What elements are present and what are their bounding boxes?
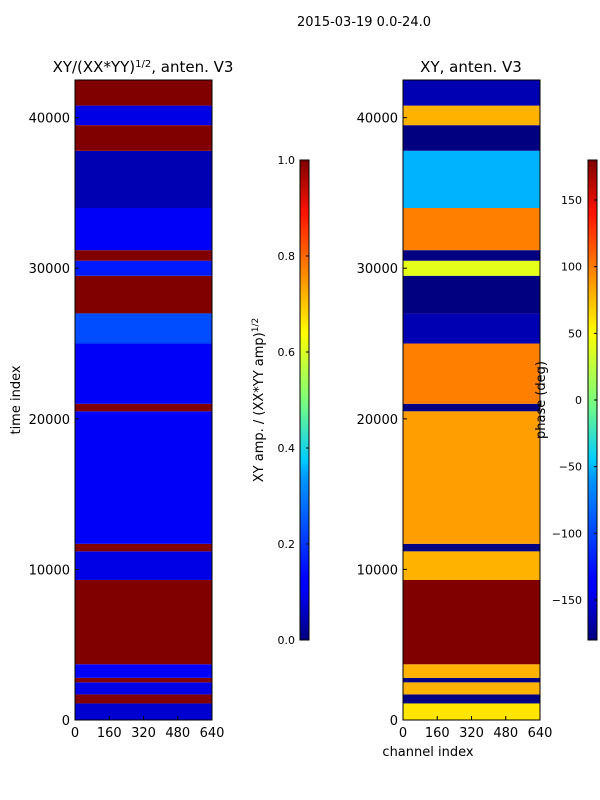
phase-colorbar: phase (deg) −150 −100 −50 0 50 100 150 [534,159,598,641]
x-tick-label: 320 [459,726,484,741]
heatmap-band [75,694,212,704]
heatmap-band [403,125,540,151]
heatmap-band [75,150,212,208]
colorbar-tick-label: 0.6 [278,346,296,359]
x-tick-label: 480 [493,726,518,741]
heatmap-band [75,260,212,276]
phase-heatmap-panel: XY, anten. V3 0 160 320 480 640 0 10000 20000 30… [357,58,553,760]
colorbar-tick-label: 0 [575,394,582,407]
y-tick-label: 10000 [357,563,398,578]
heatmap-band [75,275,212,314]
heatmap-band [403,411,540,544]
heatmap-band [403,694,540,704]
heatmap-band [75,664,212,678]
heatmap-band [75,343,212,404]
colorbar-tick-label: 0.0 [278,634,296,647]
amplitude-ratio-heatmap-panel: XY/(XX*YY)1/2, anten. V3 0 160 320 480 640 0 1… [9,58,233,741]
heatmap-band [403,105,540,126]
x-tick-label: 160 [97,726,122,741]
colorbar-tick-label: −150 [552,594,582,607]
heatmap-band [75,579,212,665]
heatmap-band [75,105,212,126]
x-tick-label: 0 [399,726,407,741]
x-tick-label: 640 [528,726,553,741]
heatmap-band [403,703,540,720]
y-tick-label: 30000 [357,262,398,277]
heatmap-band [75,411,212,544]
y-tick-label: 10000 [29,563,70,578]
colorbar-tick-label: 150 [561,194,582,207]
x-tick-label: 0 [71,726,79,741]
heatmap-band [75,403,212,412]
right-axis-ticks: 0 160 320 480 640 0 10000 20000 30000 40000 [357,112,553,741]
right-plot-frame [402,79,541,721]
y-tick-label: 0 [62,714,70,729]
phase-colorbar-ticks: −150 −100 −50 0 50 100 150 [552,194,597,607]
heatmap-band [403,551,540,580]
x-tick-label: 320 [131,726,156,741]
heatmap-band [75,80,212,106]
left-heatmap-bands [75,80,212,720]
left-y-axis-label: time index [9,365,24,434]
amplitude-colorbar-gradient [299,159,310,641]
heatmap-band [75,313,212,344]
colorbar-tick-label: 0.8 [278,250,296,263]
heatmap-band [403,682,540,695]
heatmap-band [403,250,540,261]
y-tick-label: 20000 [29,413,70,428]
heatmap-band [75,125,212,151]
page-title: 2015-03-19 0.0-24.0 [297,15,431,30]
heatmap-band [75,551,212,580]
heatmap-band [403,313,540,344]
y-tick-label: 20000 [357,413,398,428]
colorbar-tick-label: 1.0 [278,154,296,167]
colorbar-tick-label: 0.2 [278,538,296,551]
heatmap-band [403,260,540,276]
heatmap-band [403,208,540,251]
heatmap-band [403,579,540,665]
colorbar-tick-label: 50 [568,327,582,340]
heatmap-band [403,403,540,412]
colorbar-tick-label: −50 [559,461,582,474]
heatmap-band [403,80,540,106]
left-plot-title: XY/(XX*YY)1/2, anten. V3 [53,58,234,76]
x-tick-label: 480 [165,726,190,741]
heatmap-band [75,250,212,261]
right-heatmap-bands [403,80,540,720]
heatmap-band [403,677,540,683]
y-tick-label: 40000 [357,112,398,127]
heatmap-band [403,543,540,552]
heatmap-band [403,664,540,678]
amplitude-colorbar-label: XY amp. / (XX*YY amp)1/2 [251,318,267,482]
right-plot-title: XY, anten. V3 [420,58,522,76]
heatmap-band [75,682,212,695]
colorbar-tick-label: −100 [552,527,582,540]
colorbar-tick-label: 0.4 [278,442,296,455]
right-x-axis-label: channel index [382,745,473,760]
left-plot-frame [74,79,213,721]
x-tick-label: 160 [425,726,450,741]
x-tick-label: 640 [200,726,225,741]
heatmap-band [75,543,212,552]
heatmap-band [403,343,540,404]
heatmap-band [403,150,540,208]
heatmap-band [75,677,212,683]
heatmap-band [75,208,212,251]
heatmap-band [75,703,212,720]
amplitude-colorbar-ticks: 0.0 0.2 0.4 0.6 0.8 1.0 [278,154,309,647]
amplitude-colorbar: 0.0 0.2 0.4 0.6 0.8 1.0 XY amp. / (XX*YY amp)… [251,154,310,647]
colorbar-tick-label: 100 [561,261,582,274]
y-tick-label: 30000 [29,262,70,277]
phase-colorbar-label: phase (deg) [534,361,549,439]
y-tick-label: 0 [390,714,398,729]
y-tick-label: 40000 [29,112,70,127]
left-axis-ticks: 0 160 320 480 640 0 10000 20000 30000 40000 [29,112,225,741]
heatmap-band [403,275,540,314]
